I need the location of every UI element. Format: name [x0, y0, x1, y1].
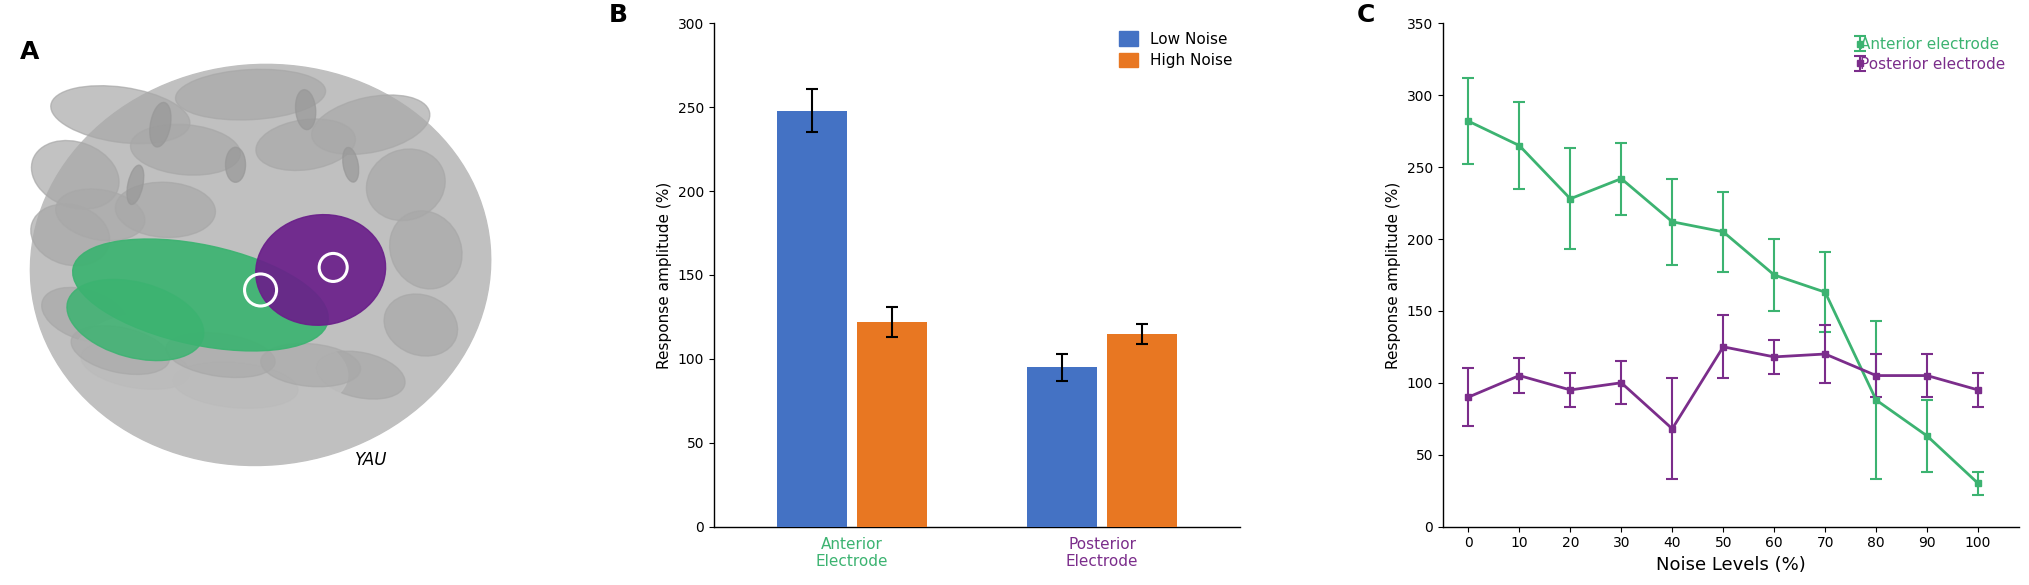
Text: B: B [609, 4, 627, 27]
Bar [777, 111, 846, 526]
X-axis label: Noise Levels (%): Noise Levels (%) [1656, 556, 1806, 574]
Y-axis label: Response amplitude (%): Response amplitude (%) [657, 181, 672, 369]
Bar [1108, 333, 1177, 526]
Text: YAU: YAU [355, 451, 388, 469]
Ellipse shape [343, 147, 359, 182]
Ellipse shape [317, 351, 406, 399]
Ellipse shape [177, 70, 325, 120]
Ellipse shape [390, 211, 463, 289]
Ellipse shape [150, 102, 170, 147]
Ellipse shape [67, 280, 203, 360]
Ellipse shape [73, 309, 347, 421]
Ellipse shape [32, 140, 120, 209]
Text: C: C [1357, 4, 1376, 27]
Ellipse shape [312, 95, 430, 154]
Bar [1027, 367, 1098, 526]
Text: A: A [20, 40, 39, 64]
Ellipse shape [128, 165, 144, 204]
Ellipse shape [130, 125, 239, 175]
Ellipse shape [172, 362, 298, 408]
Legend: Anterior electrode, Posterior electrode: Anterior electrode, Posterior electrode [1855, 31, 2011, 78]
Ellipse shape [296, 90, 317, 130]
Ellipse shape [383, 294, 459, 356]
Ellipse shape [116, 182, 215, 238]
Ellipse shape [43, 287, 128, 343]
Ellipse shape [30, 204, 110, 266]
Ellipse shape [51, 86, 191, 144]
Ellipse shape [81, 341, 191, 389]
Ellipse shape [225, 147, 246, 183]
Ellipse shape [256, 119, 355, 170]
Ellipse shape [30, 64, 491, 466]
Ellipse shape [71, 326, 170, 374]
Ellipse shape [73, 239, 329, 351]
Legend: Low Noise, High Noise: Low Noise, High Noise [1120, 31, 1232, 68]
Ellipse shape [55, 189, 144, 240]
Ellipse shape [260, 343, 361, 387]
Ellipse shape [256, 215, 386, 325]
Bar [856, 322, 927, 526]
Ellipse shape [367, 149, 444, 221]
Y-axis label: Response amplitude (%): Response amplitude (%) [1386, 181, 1402, 369]
Ellipse shape [166, 333, 276, 377]
